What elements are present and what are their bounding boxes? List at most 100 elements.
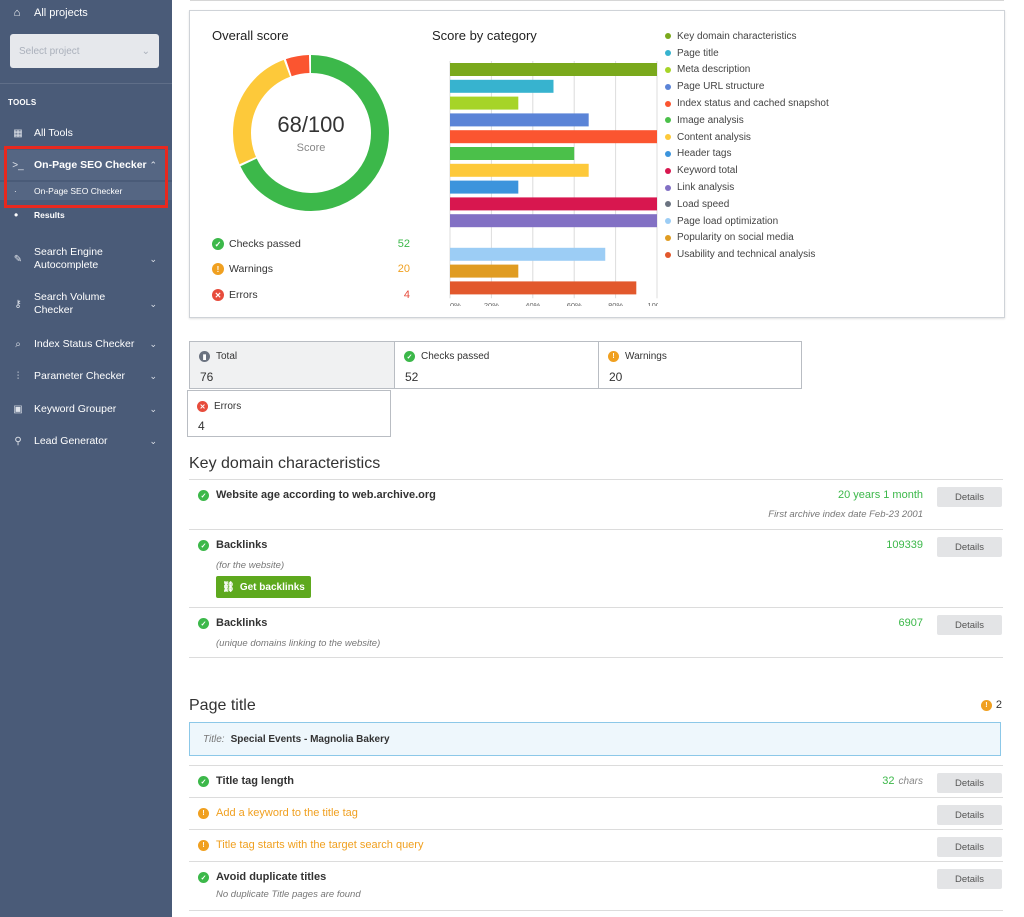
sidebar-item-on-page-seo[interactable]: >_ On-Page SEO Checker ⌃ [0, 150, 172, 180]
row-metric-unit: chars [898, 776, 923, 787]
legend-item: Key domain characteristics [665, 28, 829, 45]
legend-item: Usability and technical analysis [665, 246, 829, 263]
legend-swatch [665, 117, 671, 124]
warning-icon: ! [608, 351, 619, 362]
tick-label: 0% [450, 301, 461, 306]
legend-swatch [665, 50, 671, 57]
summary-errors[interactable]: ✕ Errors 4 [187, 390, 391, 437]
project-select[interactable]: Select project ⌄ [10, 34, 159, 68]
legend-swatch [665, 134, 671, 141]
sidebar-item-parameter-checker[interactable]: ⫶ Parameter Checker ⌄ [0, 367, 172, 385]
legend-item: Page URL structure [665, 78, 829, 95]
bar [450, 264, 519, 278]
search-icon: ⌕ [15, 338, 21, 350]
details-button[interactable]: Details [937, 837, 1002, 857]
chart-icon: ▮ [199, 351, 210, 362]
backlinks-icon: ⛓ [222, 581, 235, 593]
get-backlinks-button[interactable]: ⛓ Get backlinks [216, 576, 311, 598]
legend-swatch [665, 234, 671, 241]
all-projects-link[interactable]: ⌂ All projects [10, 6, 162, 20]
tick-label: 80% [608, 301, 623, 306]
check-icon: ✓ [404, 351, 415, 362]
legend-label: Load speed [677, 198, 730, 210]
section-title-page-title: Page title [189, 697, 256, 714]
subitem-on-page-seo-checker[interactable]: · On-Page SEO Checker [0, 182, 172, 200]
chevron-down-icon: ⌄ [141, 45, 150, 57]
warning-count: 2 [995, 699, 1002, 711]
chevron-down-icon: ⌄ [149, 298, 157, 309]
pencil-icon: ✎ [13, 253, 23, 265]
tick-label: 40% [525, 301, 540, 306]
top-divider [190, 0, 1004, 1]
check-icon: ✓ [198, 540, 209, 551]
stat-label: Errors [229, 289, 258, 301]
stat-value: 52 [397, 238, 410, 250]
summary-label: Errors [214, 401, 242, 412]
bar [450, 63, 657, 76]
bar [450, 130, 657, 144]
sidebar-item-keyword-grouper[interactable]: ▣ Keyword Grouper ⌄ [0, 400, 172, 418]
legend-swatch [665, 184, 671, 191]
terminal-icon: >_ [12, 159, 24, 171]
legend-label: Index status and cached snapshot [677, 98, 829, 110]
tools-heading: TOOLS [8, 98, 37, 107]
sidebar-item-label: Parameter Checker [34, 369, 126, 382]
sidebar-item-search-engine-autocomplete[interactable]: ✎ Search Engine Autocomplete ⌄ [0, 245, 172, 273]
sidebar-item-label: All Tools [34, 126, 73, 139]
summary-value: 76 [200, 370, 214, 384]
legend-label: Keyword total [677, 165, 738, 177]
sidebar-item-lead-generator[interactable]: ⚲ Lead Generator ⌄ [0, 432, 172, 450]
title-box-value: Special Events - Magnolia Bakery [230, 733, 390, 745]
sidebar-item-label: On-Page SEO Checker [34, 158, 147, 171]
check-icon: ✓ [212, 238, 224, 250]
summary-label: Checks passed [421, 351, 490, 362]
score-by-category-title: Score by category [432, 28, 537, 43]
donut-segment-warnings [233, 55, 389, 211]
sidebar-item-label: Keyword Grouper [34, 402, 117, 415]
summary-label: Warnings [625, 351, 667, 362]
legend-label: Link analysis [677, 182, 735, 194]
stat-label: Checks passed [229, 238, 301, 250]
row-title: Backlinks [216, 539, 268, 551]
check-icon: ✓ [198, 776, 209, 787]
legend-label: Content analysis [677, 131, 751, 143]
score-donut [233, 55, 389, 211]
row-title: Title tag length [216, 775, 295, 787]
details-button[interactable]: Details [937, 869, 1002, 889]
legend-swatch [665, 66, 671, 73]
row-title-tag-length: ✓ Title tag length 32 chars Details [189, 765, 1003, 797]
legend-swatch [665, 251, 671, 258]
summary-checks-passed[interactable]: ✓ Checks passed 52 [394, 341, 599, 389]
legend-label: Usability and technical analysis [677, 249, 816, 261]
sidebar-item-label: Search Engine Autocomplete [34, 246, 103, 271]
row-title: Avoid duplicate titles [216, 871, 327, 883]
sidebar: ⌂ All projects Select project ⌄ TOOLS ▦ … [0, 0, 172, 917]
details-button[interactable]: Details [937, 537, 1002, 557]
error-icon: ✕ [197, 401, 208, 412]
folder-icon: ▣ [13, 403, 23, 415]
donut-segment-passed [233, 55, 389, 211]
row-subtitle: No duplicate Title pages are found [216, 889, 361, 900]
summary-warnings[interactable]: ! Warnings 20 [598, 341, 802, 389]
legend-label: Image analysis [677, 114, 744, 126]
row-metric-sub: First archive index date Feb-23 2001 [768, 509, 923, 520]
sidebar-item-all-tools[interactable]: ▦ All Tools [0, 124, 172, 142]
all-projects-label: All projects [34, 7, 88, 19]
legend-swatch [665, 150, 671, 157]
sidebar-item-index-status-checker[interactable]: ⌕ Index Status Checker ⌄ [0, 335, 172, 353]
stat-errors: ✕ Errors 4 [212, 289, 410, 301]
legend-swatch [665, 100, 671, 107]
subitem-results[interactable]: • Results [0, 207, 172, 223]
legend-swatch [665, 33, 671, 40]
bar [450, 113, 589, 127]
legend-swatch [665, 218, 671, 225]
details-button[interactable]: Details [937, 773, 1002, 793]
legend-item: Load speed [665, 196, 829, 213]
details-button[interactable]: Details [937, 615, 1002, 635]
summary-total[interactable]: ▮ Total 76 [189, 341, 395, 389]
sidebar-item-search-volume-checker[interactable]: ⚷ Search Volume Checker ⌄ [0, 290, 172, 318]
details-button[interactable]: Details [937, 487, 1002, 507]
sliders-icon: ⫶ [16, 370, 20, 382]
details-button[interactable]: Details [937, 805, 1002, 825]
legend-label: Page load optimization [677, 215, 779, 227]
